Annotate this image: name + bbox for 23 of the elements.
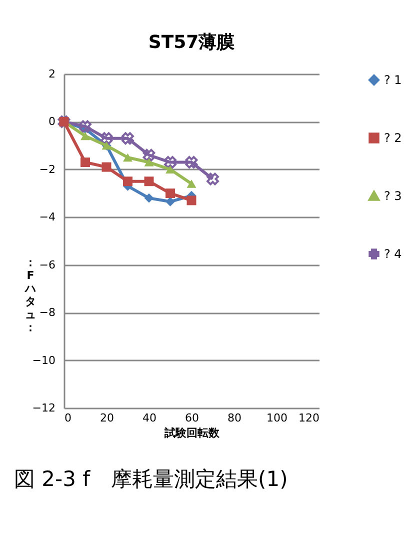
x-tick-label: 80 bbox=[228, 412, 242, 424]
x-tick-label: 40 bbox=[142, 412, 156, 424]
y-tick-label: 2 bbox=[48, 68, 56, 80]
legend-label: ? 3 bbox=[384, 189, 402, 203]
y-tick-label: 0 bbox=[48, 115, 56, 128]
y-tick-label: −12 bbox=[32, 402, 56, 414]
y-tick-label: −6 bbox=[39, 258, 56, 272]
x-tick-label: 0 bbox=[64, 412, 72, 424]
y-axis-title: ：Fハタュ： bbox=[24, 256, 36, 334]
x-tick-label: 20 bbox=[100, 412, 114, 424]
y-tick-label: −10 bbox=[32, 354, 56, 367]
y-tick-label: −8 bbox=[39, 306, 56, 320]
chart-title: ST57薄膜 bbox=[148, 32, 235, 53]
legend-label: ? 2 bbox=[384, 131, 402, 145]
legend-label: ? 1 bbox=[384, 73, 402, 87]
y-tick-label: −4 bbox=[39, 210, 56, 224]
legend-label: ? 4 bbox=[384, 247, 402, 261]
x-tick-label: 120 bbox=[298, 412, 320, 424]
x-tick-label: 60 bbox=[185, 412, 199, 424]
x-axis-title: 試験回転数 bbox=[164, 426, 220, 440]
caption: 図 2-3 f 摩耗量測定結果(1) bbox=[14, 467, 288, 491]
x-tick-label: 100 bbox=[266, 412, 288, 424]
y-tick-label: −2 bbox=[39, 162, 56, 176]
